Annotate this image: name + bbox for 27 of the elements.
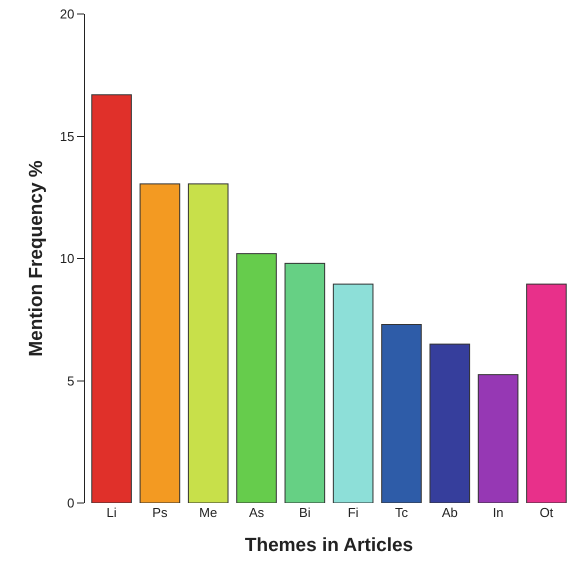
bar xyxy=(284,262,326,503)
bar xyxy=(381,324,422,503)
bar xyxy=(91,94,132,503)
bar xyxy=(236,253,277,503)
y-tick-label: 20 xyxy=(60,6,74,22)
x-tick-label: In xyxy=(492,505,504,520)
bar xyxy=(188,183,229,503)
x-tick-label: Ab xyxy=(442,505,458,520)
y-tick-label: 5 xyxy=(67,373,74,388)
y-tick-label: 0 xyxy=(67,496,74,511)
x-tick-label: Me xyxy=(199,505,218,520)
x-tick-label: Li xyxy=(106,505,117,520)
x-tick-label: Ot xyxy=(540,505,554,520)
bar xyxy=(429,344,470,503)
bar xyxy=(478,374,518,503)
x-tick-label: Tc xyxy=(394,505,408,520)
y-axis-title: Mention Frequency % xyxy=(26,160,47,357)
bar xyxy=(526,284,567,503)
bar xyxy=(140,183,180,503)
x-tick-label: Bi xyxy=(299,505,311,520)
y-tick-label: 15 xyxy=(60,128,74,144)
bar xyxy=(332,284,374,503)
x-axis-title: Themes in Articles xyxy=(244,534,414,556)
x-tick-label: Fi xyxy=(348,505,359,520)
x-tick-label: Ps xyxy=(152,505,168,520)
y-tick-label: 10 xyxy=(60,251,74,266)
x-tick-label: As xyxy=(248,505,265,520)
